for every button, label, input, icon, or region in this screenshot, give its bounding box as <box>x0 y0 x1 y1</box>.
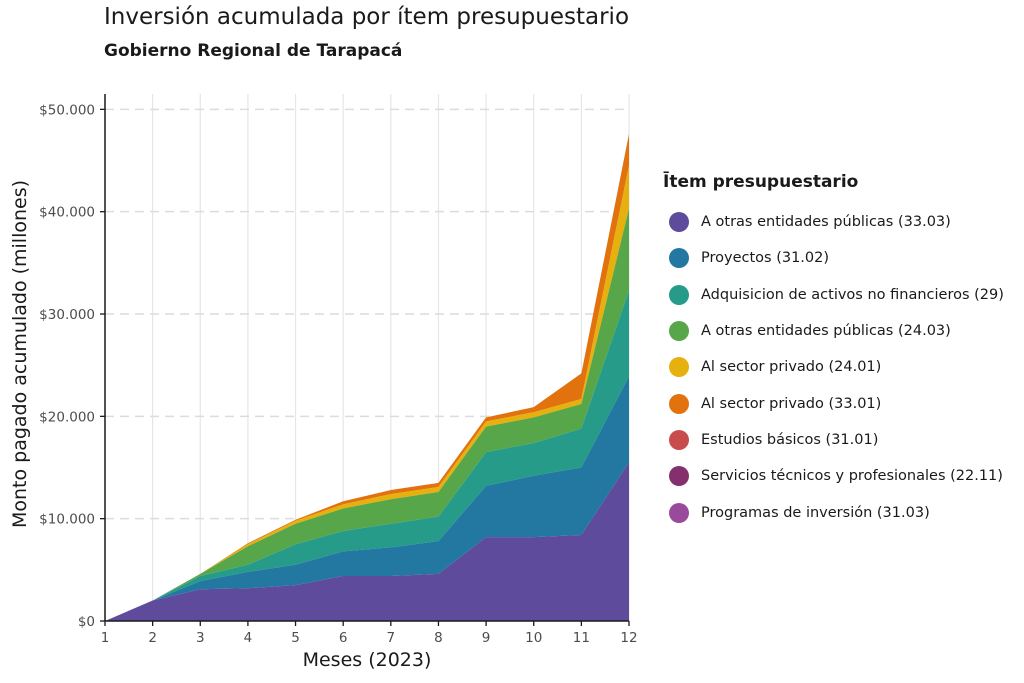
x-tick-label: 11 <box>573 630 590 646</box>
legend-swatch <box>669 393 689 414</box>
legend-label: Proyectos (31.02) <box>701 250 830 267</box>
legend-swatch <box>669 321 689 342</box>
legend-item: A otras entidades públicas (24.03) <box>663 313 1004 349</box>
x-tick-label: 4 <box>244 630 253 646</box>
legend-item: Al sector privado (24.01) <box>663 349 1004 385</box>
y-tick-label: $20.000 <box>39 409 95 425</box>
x-axis-label: Meses (2023) <box>302 649 432 671</box>
legend-label: Al sector privado (24.01) <box>701 359 882 376</box>
legend-swatch <box>669 284 689 305</box>
legend-item: Servicios técnicos y profesionales (22.1… <box>663 458 1004 494</box>
x-tick-label: 5 <box>291 630 300 646</box>
area-layer <box>105 133 629 622</box>
x-tick-label: 12 <box>620 630 637 646</box>
legend-item: A otras entidades públicas (33.03) <box>663 204 1004 240</box>
x-tick-label: 10 <box>525 630 542 646</box>
legend-label: Al sector privado (33.01) <box>701 395 882 412</box>
y-tick-label: $30.000 <box>39 307 95 323</box>
chart-title: Inversión acumulada por ítem presupuesta… <box>104 4 630 30</box>
y-tick-label: $40.000 <box>39 205 95 221</box>
x-tick-label: 6 <box>339 630 348 646</box>
legend-swatch <box>669 466 689 487</box>
legend-item: Proyectos (31.02) <box>663 240 1004 276</box>
legend-swatch <box>669 429 689 450</box>
x-tick-label: 1 <box>101 630 110 646</box>
legend-item: Estudios básicos (31.01) <box>663 422 1004 458</box>
x-tick-label: 2 <box>148 630 157 646</box>
legend-swatch <box>669 502 689 523</box>
y-tick-label: $10.000 <box>39 512 95 528</box>
legend-label: Servicios técnicos y profesionales (22.1… <box>701 468 1003 485</box>
legend-label: Programas de inversión (31.03) <box>701 504 930 521</box>
area-series <box>105 462 629 621</box>
legend-swatch <box>669 212 689 233</box>
legend-swatch <box>669 248 689 269</box>
legend-items: A otras entidades públicas (33.03) Proyec… <box>663 204 1004 531</box>
legend-label: Estudios básicos (31.01) <box>701 431 879 448</box>
x-tick-label: 8 <box>434 630 443 646</box>
legend: Ītem presupuestario A otras entidades pú… <box>663 172 1004 531</box>
legend-title: Ītem presupuestario <box>663 172 859 192</box>
legend-label: A otras entidades públicas (33.03) <box>701 214 951 231</box>
x-tick-label: 9 <box>482 630 491 646</box>
legend-item: Al sector privado (33.01) <box>663 385 1004 421</box>
area-series <box>105 376 629 621</box>
x-tick-label: 3 <box>196 630 205 646</box>
area-series <box>105 290 629 621</box>
y-axis-label: Monto pagado acumulado (millones) <box>9 179 31 529</box>
y-tick-label: $0 <box>78 614 95 630</box>
legend-swatch <box>669 357 689 378</box>
x-tick-label: 7 <box>387 630 396 646</box>
chart-subtitle: Gobierno Regional de Tarapacá <box>104 41 403 61</box>
legend-label: Adquisicion de activos no financieros (2… <box>701 286 1004 303</box>
legend-label: A otras entidades públicas (24.03) <box>701 323 951 340</box>
y-tick-label: $50.000 <box>39 102 95 118</box>
legend-item: Programas de inversión (31.03) <box>663 494 1004 530</box>
legend-item: Adquisicion de activos no financieros (2… <box>663 277 1004 313</box>
